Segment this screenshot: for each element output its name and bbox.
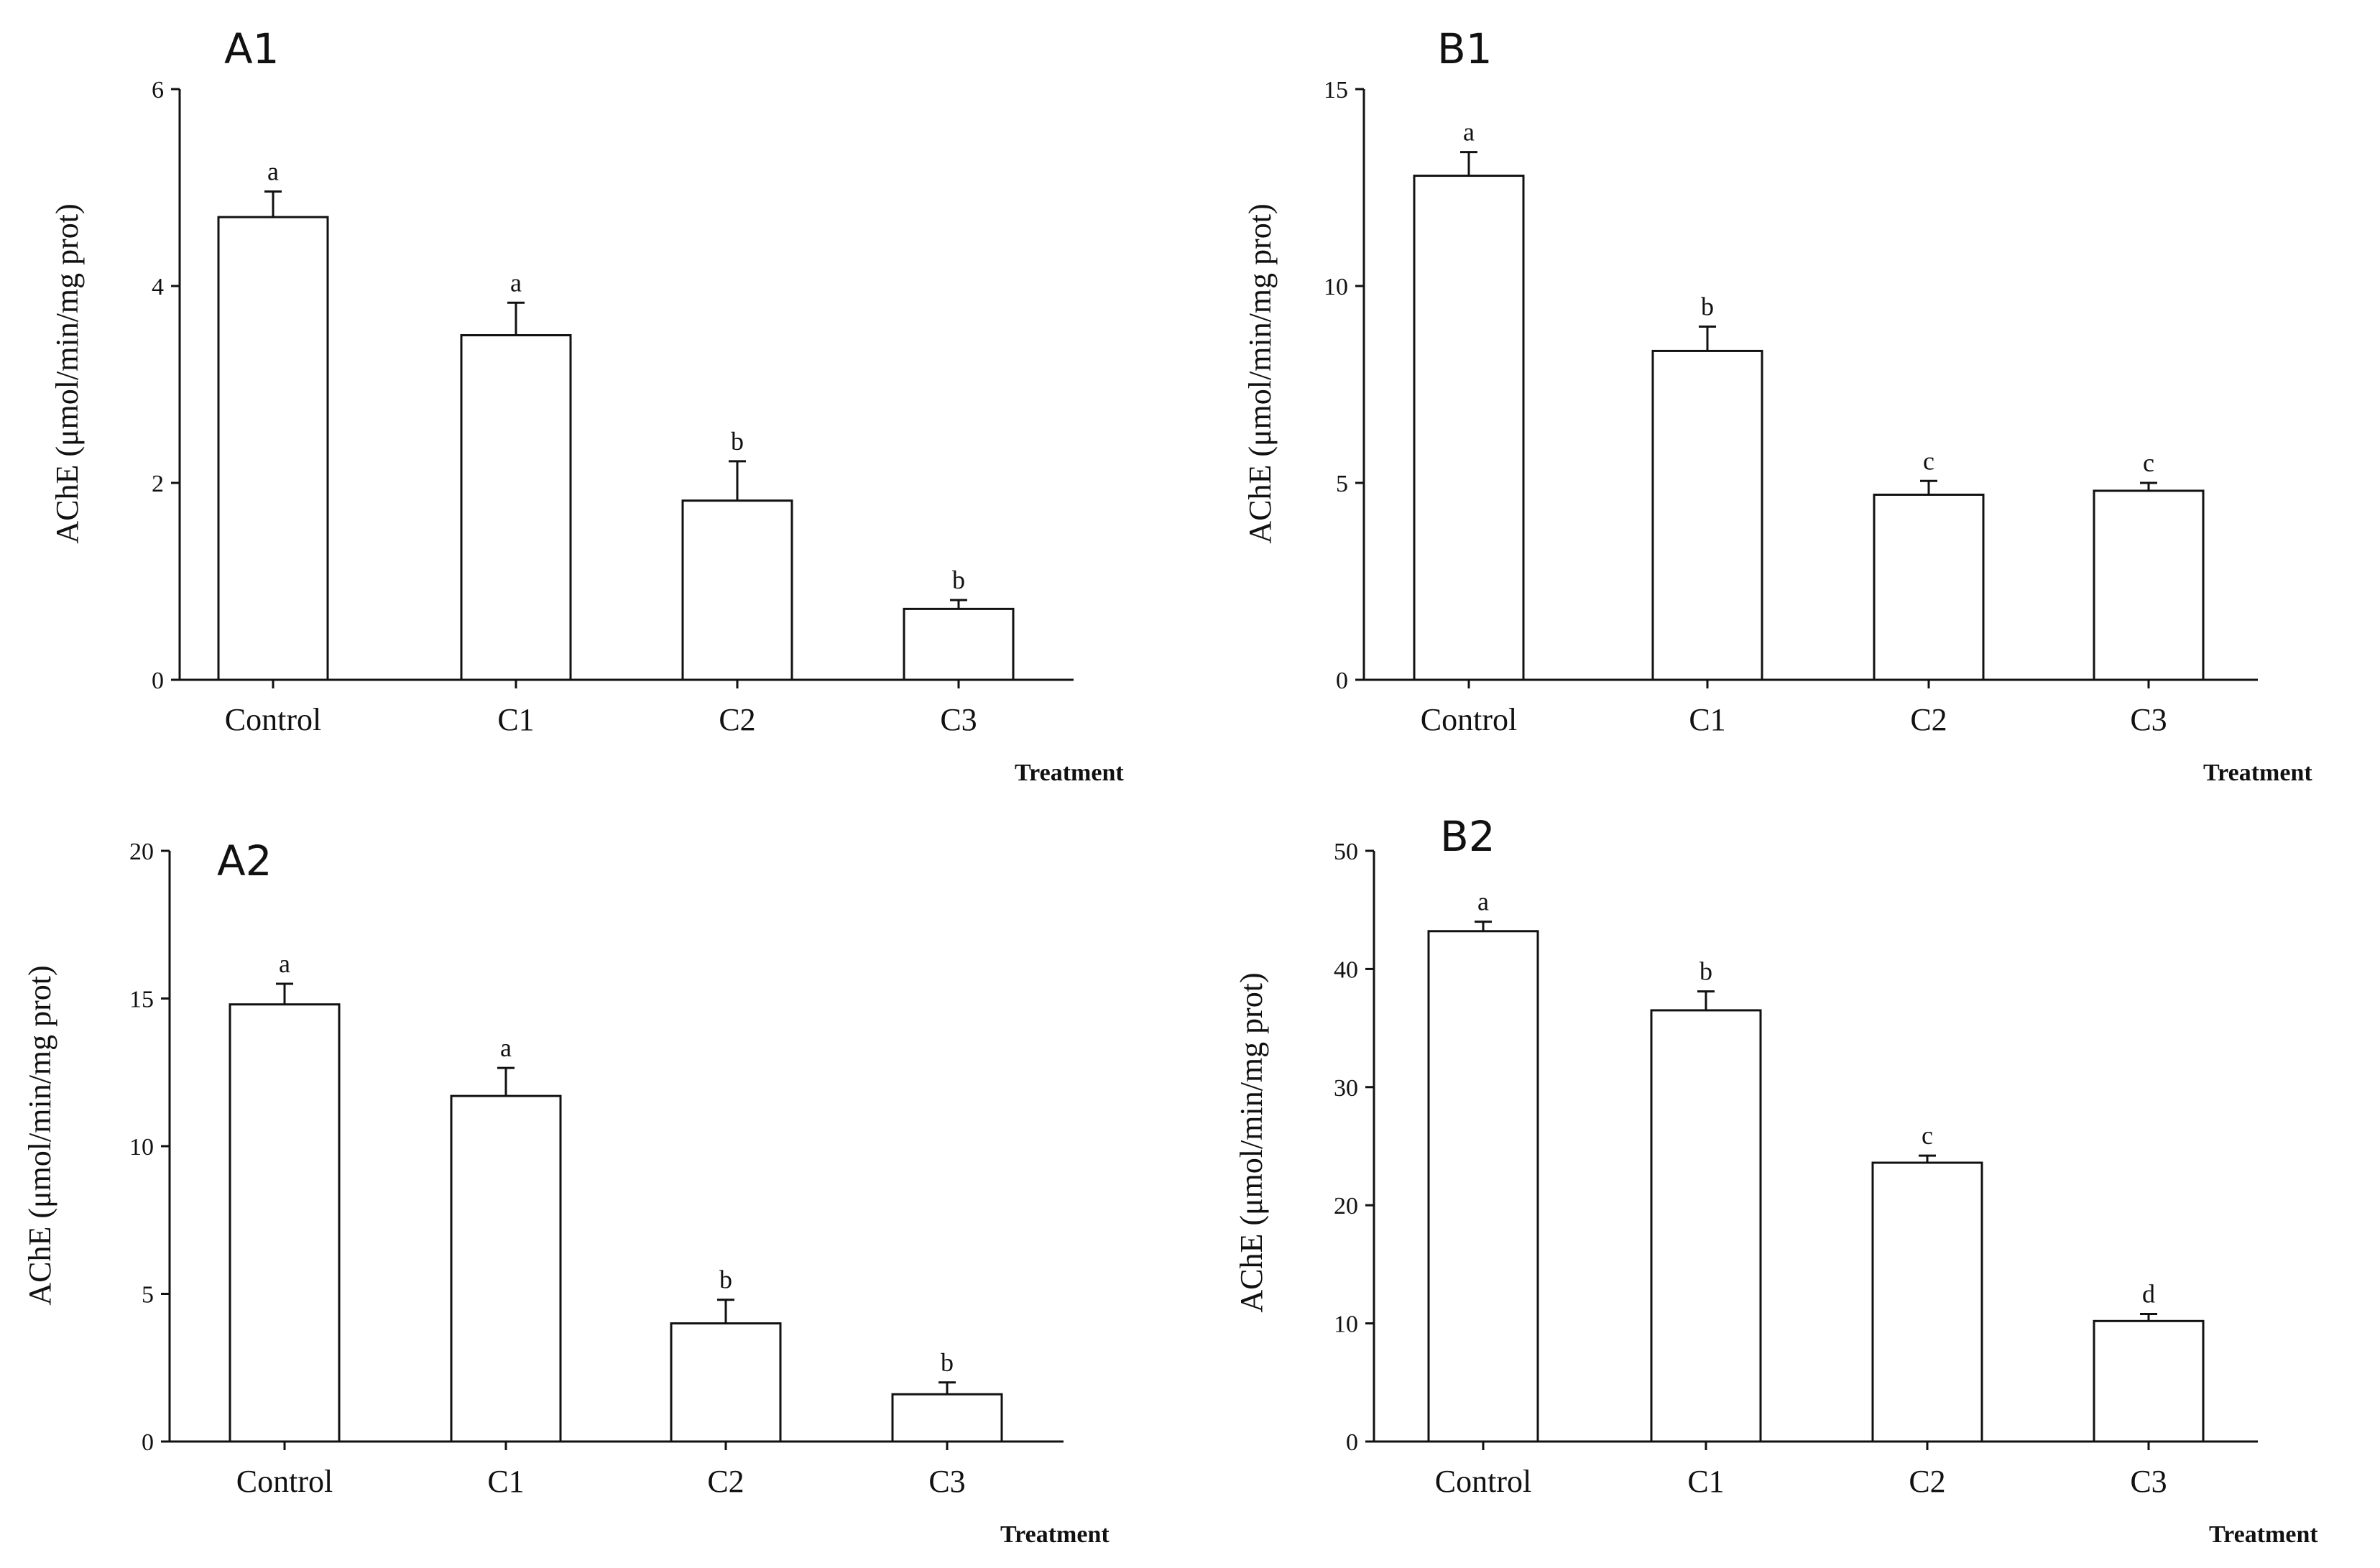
x-tick-label: Control — [236, 1464, 333, 1499]
x-tick-label: Control — [1435, 1464, 1531, 1499]
bar-c3 — [891, 1393, 1003, 1443]
panel-a1: A1 AChE (μmol/min/mg prot) Treatment 0 2 4… — [50, 24, 1124, 786]
bar-c2 — [670, 1322, 782, 1443]
x-tick-label: C1 — [1689, 702, 1725, 737]
y-axis-label: AChE (μmol/min/mg prot) — [22, 965, 57, 1305]
y-axis-label: AChE (μmol/min/mg prot) — [50, 203, 85, 543]
y-tick-label: 0 — [142, 1429, 154, 1456]
bar-c1 — [450, 1094, 562, 1443]
bar-control — [1427, 930, 1539, 1443]
significance-label: c — [1922, 1121, 1933, 1150]
bar-c3 — [903, 607, 1015, 681]
y-tick-label: 0 — [1346, 1429, 1358, 1456]
y-tick-label: 15 — [129, 987, 154, 1013]
significance-label: a — [510, 268, 522, 297]
y-tick-label: 20 — [1334, 1193, 1358, 1219]
x-tick-label: C2 — [1910, 702, 1947, 737]
y-tick-label: 6 — [152, 77, 164, 103]
significance-label: b — [1701, 292, 1714, 320]
bar-c1 — [460, 334, 572, 681]
x-tick-label: C2 — [719, 702, 755, 737]
x-tick-label: Control — [1421, 702, 1517, 737]
y-tick-label: 20 — [129, 839, 154, 865]
bar-c2 — [1873, 493, 1985, 681]
x-tick-label: C1 — [487, 1464, 524, 1499]
bar-control — [217, 216, 329, 681]
x-tick-label: C3 — [940, 702, 977, 737]
bar-control — [1413, 175, 1525, 681]
x-tick-label: C1 — [1687, 1464, 1724, 1499]
y-tick-label: 10 — [1334, 1311, 1358, 1338]
bar-c3 — [2093, 489, 2205, 681]
panel-title: B1 — [1437, 24, 1493, 73]
significance-label: c — [2143, 448, 2154, 477]
bar-c1 — [1650, 1009, 1762, 1443]
panel-title: B2 — [1440, 812, 1495, 861]
y-tick-label: 5 — [142, 1282, 154, 1309]
panel-a2: A2 AChE (μmol/min/mg prot) Treatment 0 5 1… — [22, 836, 1110, 1548]
bar-c3 — [2093, 1319, 2205, 1443]
y-tick-label: 5 — [1336, 471, 1348, 497]
significance-label: c — [1923, 446, 1934, 475]
y-tick-label: 30 — [1334, 1075, 1358, 1102]
x-tick-label: C3 — [2130, 1464, 2167, 1499]
bar-c2 — [681, 499, 793, 681]
significance-label: a — [1463, 118, 1475, 147]
y-tick-label: 10 — [1324, 274, 1348, 300]
panel-b2: B2 AChE (μmol/min/mg prot) Treatment 0 10… — [1234, 812, 2318, 1548]
significance-label: b — [1699, 957, 1712, 986]
y-tick-label: 15 — [1324, 77, 1348, 103]
x-tick-label: Control — [225, 702, 321, 737]
significance-label: b — [719, 1265, 732, 1294]
significance-label: b — [941, 1348, 954, 1377]
y-tick-label: 40 — [1334, 956, 1358, 983]
x-axis-label: Treatment — [2209, 1521, 2318, 1548]
significance-label: a — [279, 949, 290, 978]
significance-label: b — [731, 427, 744, 456]
panel-title: A1 — [224, 24, 280, 73]
x-tick-label: C3 — [928, 1464, 965, 1499]
bar-c1 — [1651, 349, 1763, 681]
panel-b1: B1 AChE (μmol/min/mg prot) Treatment 0 5 1… — [1242, 24, 2312, 786]
significance-label: a — [267, 157, 279, 185]
bar-c2 — [1871, 1161, 1983, 1443]
significance-label: a — [500, 1033, 512, 1062]
y-tick-label: 0 — [152, 668, 164, 694]
panel-title: A2 — [217, 836, 272, 885]
bar-control — [229, 1003, 341, 1443]
x-tick-label: C3 — [2130, 702, 2167, 737]
x-tick-label: C2 — [707, 1464, 744, 1499]
significance-label: a — [1477, 887, 1489, 916]
y-axis-label: AChE (μmol/min/mg prot) — [1234, 972, 1269, 1312]
y-tick-label: 0 — [1336, 668, 1348, 694]
y-tick-label: 50 — [1334, 839, 1358, 865]
x-axis-label: Treatment — [1015, 760, 1124, 786]
x-axis-label: Treatment — [2203, 760, 2312, 786]
y-tick-label: 2 — [152, 471, 164, 497]
x-tick-label: C2 — [1909, 1464, 1945, 1499]
significance-label: d — [2142, 1279, 2155, 1308]
x-tick-label: C1 — [497, 702, 534, 737]
y-axis-label: AChE (μmol/min/mg prot) — [1242, 203, 1278, 543]
x-axis-label: Treatment — [1000, 1521, 1110, 1548]
y-tick-label: 4 — [152, 274, 164, 300]
significance-label: b — [952, 566, 965, 594]
y-tick-label: 10 — [129, 1134, 154, 1161]
